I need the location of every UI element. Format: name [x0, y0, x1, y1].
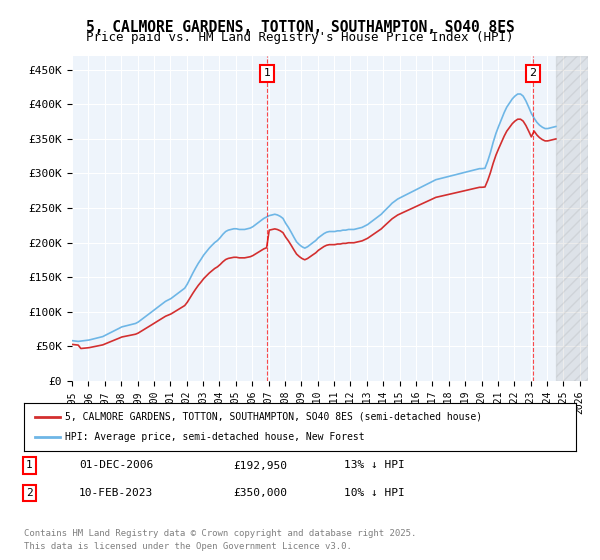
Text: 5, CALMORE GARDENS, TOTTON, SOUTHAMPTON, SO40 8ES: 5, CALMORE GARDENS, TOTTON, SOUTHAMPTON,… [86, 20, 514, 35]
Text: £350,000: £350,000 [234, 488, 288, 498]
Text: This data is licensed under the Open Government Licence v3.0.: This data is licensed under the Open Gov… [24, 542, 352, 550]
Text: 1: 1 [264, 68, 271, 78]
Text: 13% ↓ HPI: 13% ↓ HPI [344, 460, 405, 470]
Text: 1: 1 [26, 460, 33, 470]
Text: 10-FEB-2023: 10-FEB-2023 [79, 488, 154, 498]
Text: Contains HM Land Registry data © Crown copyright and database right 2025.: Contains HM Land Registry data © Crown c… [24, 529, 416, 538]
Text: 2: 2 [529, 68, 536, 78]
Bar [556, 56, 588, 381]
Text: HPI: Average price, semi-detached house, New Forest: HPI: Average price, semi-detached house,… [65, 432, 365, 442]
Text: 10% ↓ HPI: 10% ↓ HPI [344, 488, 405, 498]
Text: Price paid vs. HM Land Registry's House Price Index (HPI): Price paid vs. HM Land Registry's House … [86, 31, 514, 44]
Text: £192,950: £192,950 [234, 460, 288, 470]
Text: 01-DEC-2006: 01-DEC-2006 [79, 460, 154, 470]
Text: 2: 2 [26, 488, 33, 498]
Text: 5, CALMORE GARDENS, TOTTON, SOUTHAMPTON, SO40 8ES (semi-detached house): 5, CALMORE GARDENS, TOTTON, SOUTHAMPTON,… [65, 412, 482, 422]
